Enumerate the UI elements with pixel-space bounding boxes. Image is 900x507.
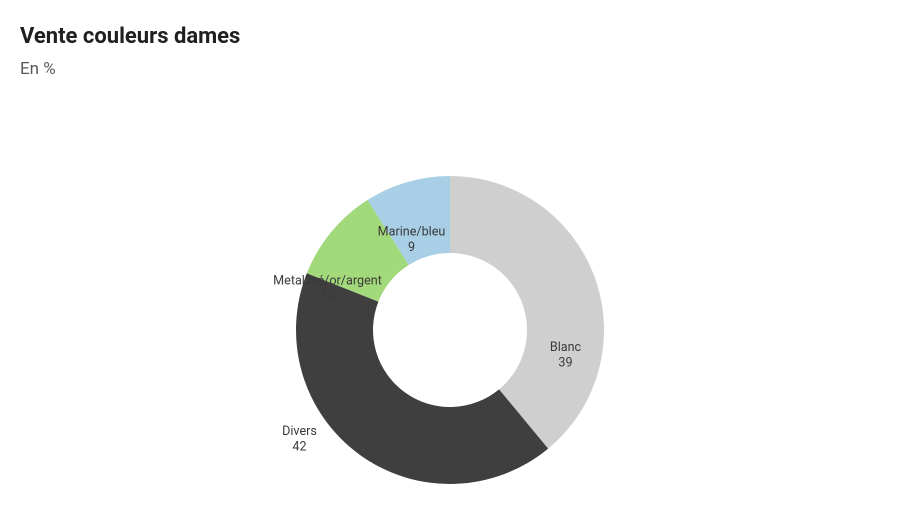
slice-value: 42 [292, 439, 306, 454]
chart-title: Vente couleurs dames [20, 24, 880, 49]
slice-label: Divers [282, 424, 317, 439]
slice-label: Marine/bleu [378, 225, 446, 240]
chart-subtitle: En % [20, 59, 880, 79]
chart-area: Blanc39 Divers42 Metallisé/or/argent10 Mari… [20, 99, 880, 507]
slice-label: Blanc [550, 340, 582, 355]
slice-label: Metallisé/or/argent [273, 274, 382, 289]
donut-chart: Blanc39 Divers42 Metallisé/or/argent10 Mari… [20, 99, 880, 507]
slice-value: 9 [408, 240, 415, 255]
slice-value: 39 [558, 355, 572, 370]
slice-value: 10 [320, 289, 334, 304]
